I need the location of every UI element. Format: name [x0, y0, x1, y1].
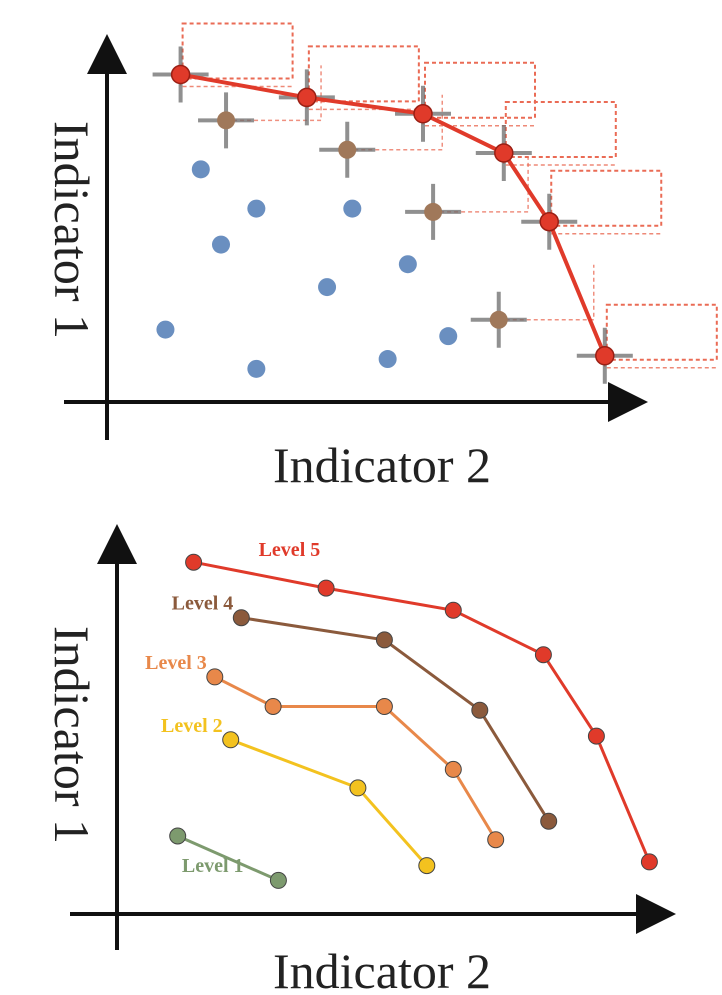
top-points [156, 64, 615, 378]
series-point-2 [418, 857, 436, 875]
series-line [214, 675, 497, 841]
series-point-0 [206, 668, 224, 686]
top-y-axis-label: Indicator 1 [44, 121, 100, 339]
series-point-0 [222, 731, 240, 749]
level-label: Level 2 [161, 715, 223, 737]
series-line [177, 834, 280, 882]
bottom-x-axis-label: Indicator 2 [273, 943, 491, 995]
bottom-chart: Level 5 Level 4 Level 3 Level 2 Level 1 Indi… [44, 524, 676, 995]
series-point-0 [232, 609, 250, 627]
series-point-3 [540, 812, 558, 830]
series-point-5 [640, 853, 658, 871]
front-point-5 [595, 346, 615, 366]
series-point-1 [264, 698, 282, 715]
dashed-box-1 [307, 45, 420, 103]
top-chart: Indicator 2 Indicator 1 [44, 22, 718, 493]
front-point-1 [297, 87, 317, 108]
series-point-2 [444, 601, 462, 619]
series-point-3 [534, 646, 552, 664]
series-level-5 [185, 553, 658, 871]
top-error-bars [152, 46, 633, 384]
level-label: Level 3 [145, 652, 207, 674]
dominated-point-1 [338, 140, 357, 159]
dominated-point-3 [489, 310, 508, 329]
series-point-4 [487, 831, 505, 849]
series-point-1 [375, 631, 393, 649]
top-x-axis-label: Indicator 2 [273, 437, 491, 493]
series-line [230, 738, 428, 867]
other-point-3 [212, 235, 230, 254]
bottom-level-labels: Level 5 Level 4 Level 3 Level 2 Level 1 [145, 539, 320, 877]
other-point-1 [247, 199, 266, 218]
series-point-1 [269, 871, 287, 889]
other-point-5 [398, 255, 417, 274]
other-point-4 [318, 278, 337, 297]
top-dashed-boxes [179, 22, 718, 369]
other-point-7 [247, 359, 266, 378]
series-level-4 [232, 609, 558, 830]
front-point-4 [539, 211, 559, 232]
series-level-1 [169, 827, 287, 889]
bottom-series [169, 553, 658, 889]
other-point-6 [156, 320, 175, 339]
top-pareto-front-line [180, 72, 607, 357]
level-label: Level 5 [259, 539, 321, 561]
series-point-0 [185, 553, 203, 571]
series-point-2 [471, 701, 489, 719]
dashed-box-3 [504, 101, 617, 159]
series-line [193, 560, 651, 863]
other-point-2 [343, 199, 362, 218]
series-level-3 [206, 668, 505, 849]
series-point-1 [317, 579, 335, 597]
bottom-y-axis-label: Indicator 1 [44, 626, 100, 844]
other-point-8 [378, 350, 397, 369]
dashed-box-4 [550, 169, 663, 227]
dashed-box-0 [181, 22, 294, 80]
level-label: Level 4 [172, 593, 234, 615]
dashed-guide-dom-2 [433, 156, 529, 213]
dashed-guide-dom-3 [498, 264, 595, 321]
dashed-guide-dom-0 [226, 65, 322, 122]
dashed-guide-dom-1 [347, 94, 443, 151]
series-point-2 [375, 698, 393, 715]
front-point-2 [413, 104, 433, 124]
level-label: Level 1 [182, 855, 244, 877]
series-level-2 [222, 731, 436, 875]
series-line [241, 616, 550, 822]
series-point-4 [587, 727, 605, 745]
dominated-point-2 [424, 202, 443, 221]
other-point-9 [439, 327, 458, 346]
other-point-0 [191, 160, 210, 179]
dominated-point-0 [217, 111, 236, 130]
series-point-3 [444, 760, 462, 778]
series-point-0 [169, 827, 187, 845]
front-point-0 [170, 64, 191, 85]
series-point-1 [349, 779, 367, 797]
front-point-3 [494, 143, 514, 163]
dashed-box-5 [605, 303, 718, 361]
